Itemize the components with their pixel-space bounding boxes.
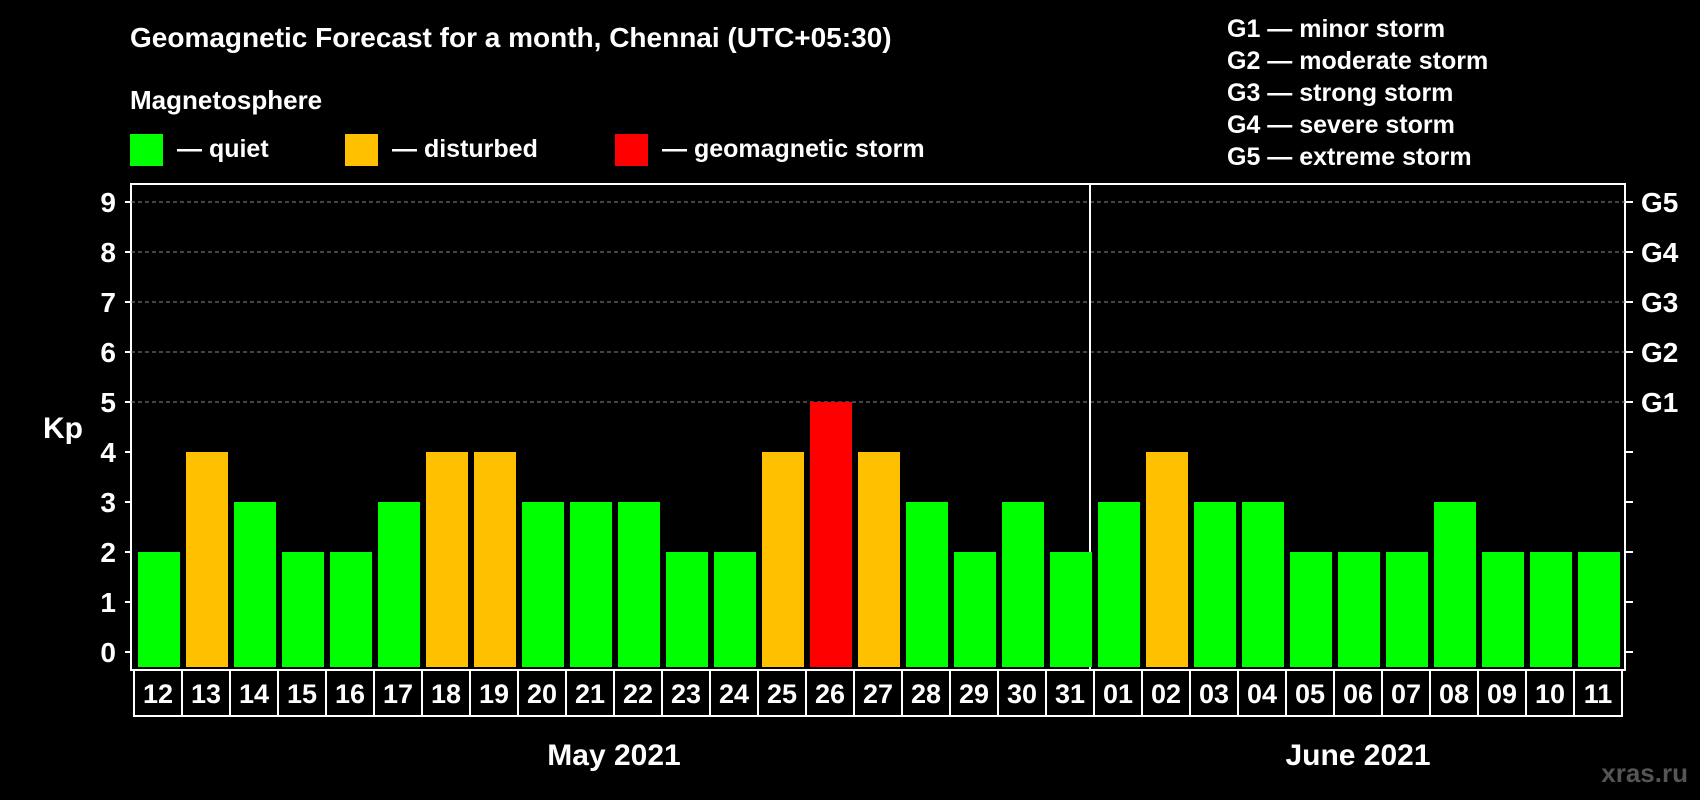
x-tick-label: 13 [191, 679, 221, 709]
bar-06 [1338, 552, 1380, 667]
bar-13 [186, 452, 228, 667]
watermark: xras.ru [1601, 758, 1688, 788]
bar-31 [1050, 552, 1092, 667]
x-tick-label: 17 [383, 679, 413, 709]
legend-label-storm: — geomagnetic storm [662, 135, 925, 163]
y-tick-label: 4 [100, 437, 116, 468]
legend-swatch-disturbed [345, 134, 378, 166]
x-tick-label: 02 [1151, 679, 1181, 709]
x-tick-label: 04 [1247, 679, 1277, 709]
bar-08 [1434, 502, 1476, 667]
x-tick-label: 07 [1391, 679, 1421, 709]
storm-legend-item: G3 — strong storm [1227, 79, 1453, 107]
bar-19 [474, 452, 516, 667]
bar-22 [618, 502, 660, 667]
day-label-strip [133, 669, 1623, 717]
x-tick-label: 09 [1487, 679, 1517, 709]
y-tick-label: 5 [100, 387, 116, 418]
x-tick-label: 12 [143, 679, 173, 709]
storm-level-label: G1 [1641, 387, 1678, 418]
bar-01 [1098, 502, 1140, 667]
bar-25 [762, 452, 804, 667]
x-tick-label: 11 [1584, 679, 1613, 709]
y-tick-label: 6 [100, 337, 116, 368]
chart-title: Geomagnetic Forecast for a month, Chenna… [130, 22, 892, 53]
storm-level-label: G3 [1641, 287, 1678, 318]
y-tick-label: 7 [100, 287, 116, 318]
x-tick-label: 31 [1055, 679, 1085, 709]
bar-28 [906, 502, 948, 667]
bar-12 [138, 552, 180, 667]
x-tick-label: 05 [1295, 679, 1325, 709]
chart-subtitle: Magnetosphere [130, 85, 322, 115]
x-tick-label: 14 [239, 679, 269, 709]
x-tick-label: 27 [863, 679, 893, 709]
x-tick-label: 28 [911, 679, 941, 709]
bar-29 [954, 552, 996, 667]
legend-label-disturbed: — disturbed [392, 135, 538, 163]
bar-11 [1578, 552, 1620, 667]
storm-legend-item: G2 — moderate storm [1227, 47, 1488, 75]
x-tick-label: 15 [287, 679, 317, 709]
x-tick-label: 26 [815, 679, 845, 709]
y-axis-label: Kp [43, 412, 83, 445]
month-label: May 2021 [547, 739, 680, 772]
bar-10 [1530, 552, 1572, 667]
bar-21 [570, 502, 612, 667]
storm-legend-item: G4 — severe storm [1227, 111, 1455, 139]
legend-swatch-quiet [130, 134, 163, 166]
x-tick-label: 03 [1199, 679, 1229, 709]
bar-05 [1290, 552, 1332, 667]
legend-swatch-storm [615, 134, 648, 166]
bar-27 [858, 452, 900, 667]
y-tick-label: 9 [100, 187, 116, 218]
y-tick-label: 2 [100, 537, 116, 568]
x-tick-label: 10 [1535, 679, 1565, 709]
y-tick-label: 3 [100, 487, 116, 518]
bar-16 [330, 552, 372, 667]
bar-03 [1194, 502, 1236, 667]
x-tick-label: 01 [1103, 679, 1133, 709]
x-tick-label: 24 [719, 679, 749, 709]
x-tick-label: 21 [575, 679, 605, 709]
x-tick-label: 22 [623, 679, 653, 709]
bar-18 [426, 452, 468, 667]
bar-02 [1146, 452, 1188, 667]
bar-20 [522, 502, 564, 667]
x-tick-label: 18 [431, 679, 461, 709]
y-tick-label: 8 [100, 237, 116, 268]
storm-level-label: G2 [1641, 337, 1678, 368]
bar-15 [282, 552, 324, 667]
bar-07 [1386, 552, 1428, 667]
bar-24 [714, 552, 756, 667]
x-tick-label: 23 [671, 679, 701, 709]
bar-23 [666, 552, 708, 667]
bar-04 [1242, 502, 1284, 667]
y-tick-label: 0 [100, 637, 116, 668]
x-tick-label: 30 [1007, 679, 1037, 709]
storm-legend-item: G5 — extreme storm [1227, 143, 1472, 171]
x-tick-label: 20 [527, 679, 557, 709]
x-tick-label: 08 [1439, 679, 1469, 709]
storm-level-label: G5 [1641, 187, 1678, 218]
x-tick-label: 25 [767, 679, 797, 709]
bar-30 [1002, 502, 1044, 667]
storm-legend: G1 — minor storm G2 — moderate storm G3 — … [1227, 15, 1488, 171]
bar-09 [1482, 552, 1524, 667]
x-tick-label: 06 [1343, 679, 1373, 709]
y-tick-label: 1 [100, 587, 116, 618]
x-tick-label: 16 [335, 679, 365, 709]
legend: — quiet — disturbed — geomagnetic storm [130, 134, 925, 166]
x-tick-label: 19 [479, 679, 509, 709]
bar-26 [810, 402, 852, 667]
storm-level-label: G4 [1641, 237, 1679, 268]
month-label: June 2021 [1285, 739, 1430, 772]
storm-legend-item: G1 — minor storm [1227, 15, 1445, 43]
bar-14 [234, 502, 276, 667]
legend-label-quiet: — quiet [177, 135, 269, 163]
bar-17 [378, 502, 420, 667]
x-tick-label: 29 [959, 679, 989, 709]
